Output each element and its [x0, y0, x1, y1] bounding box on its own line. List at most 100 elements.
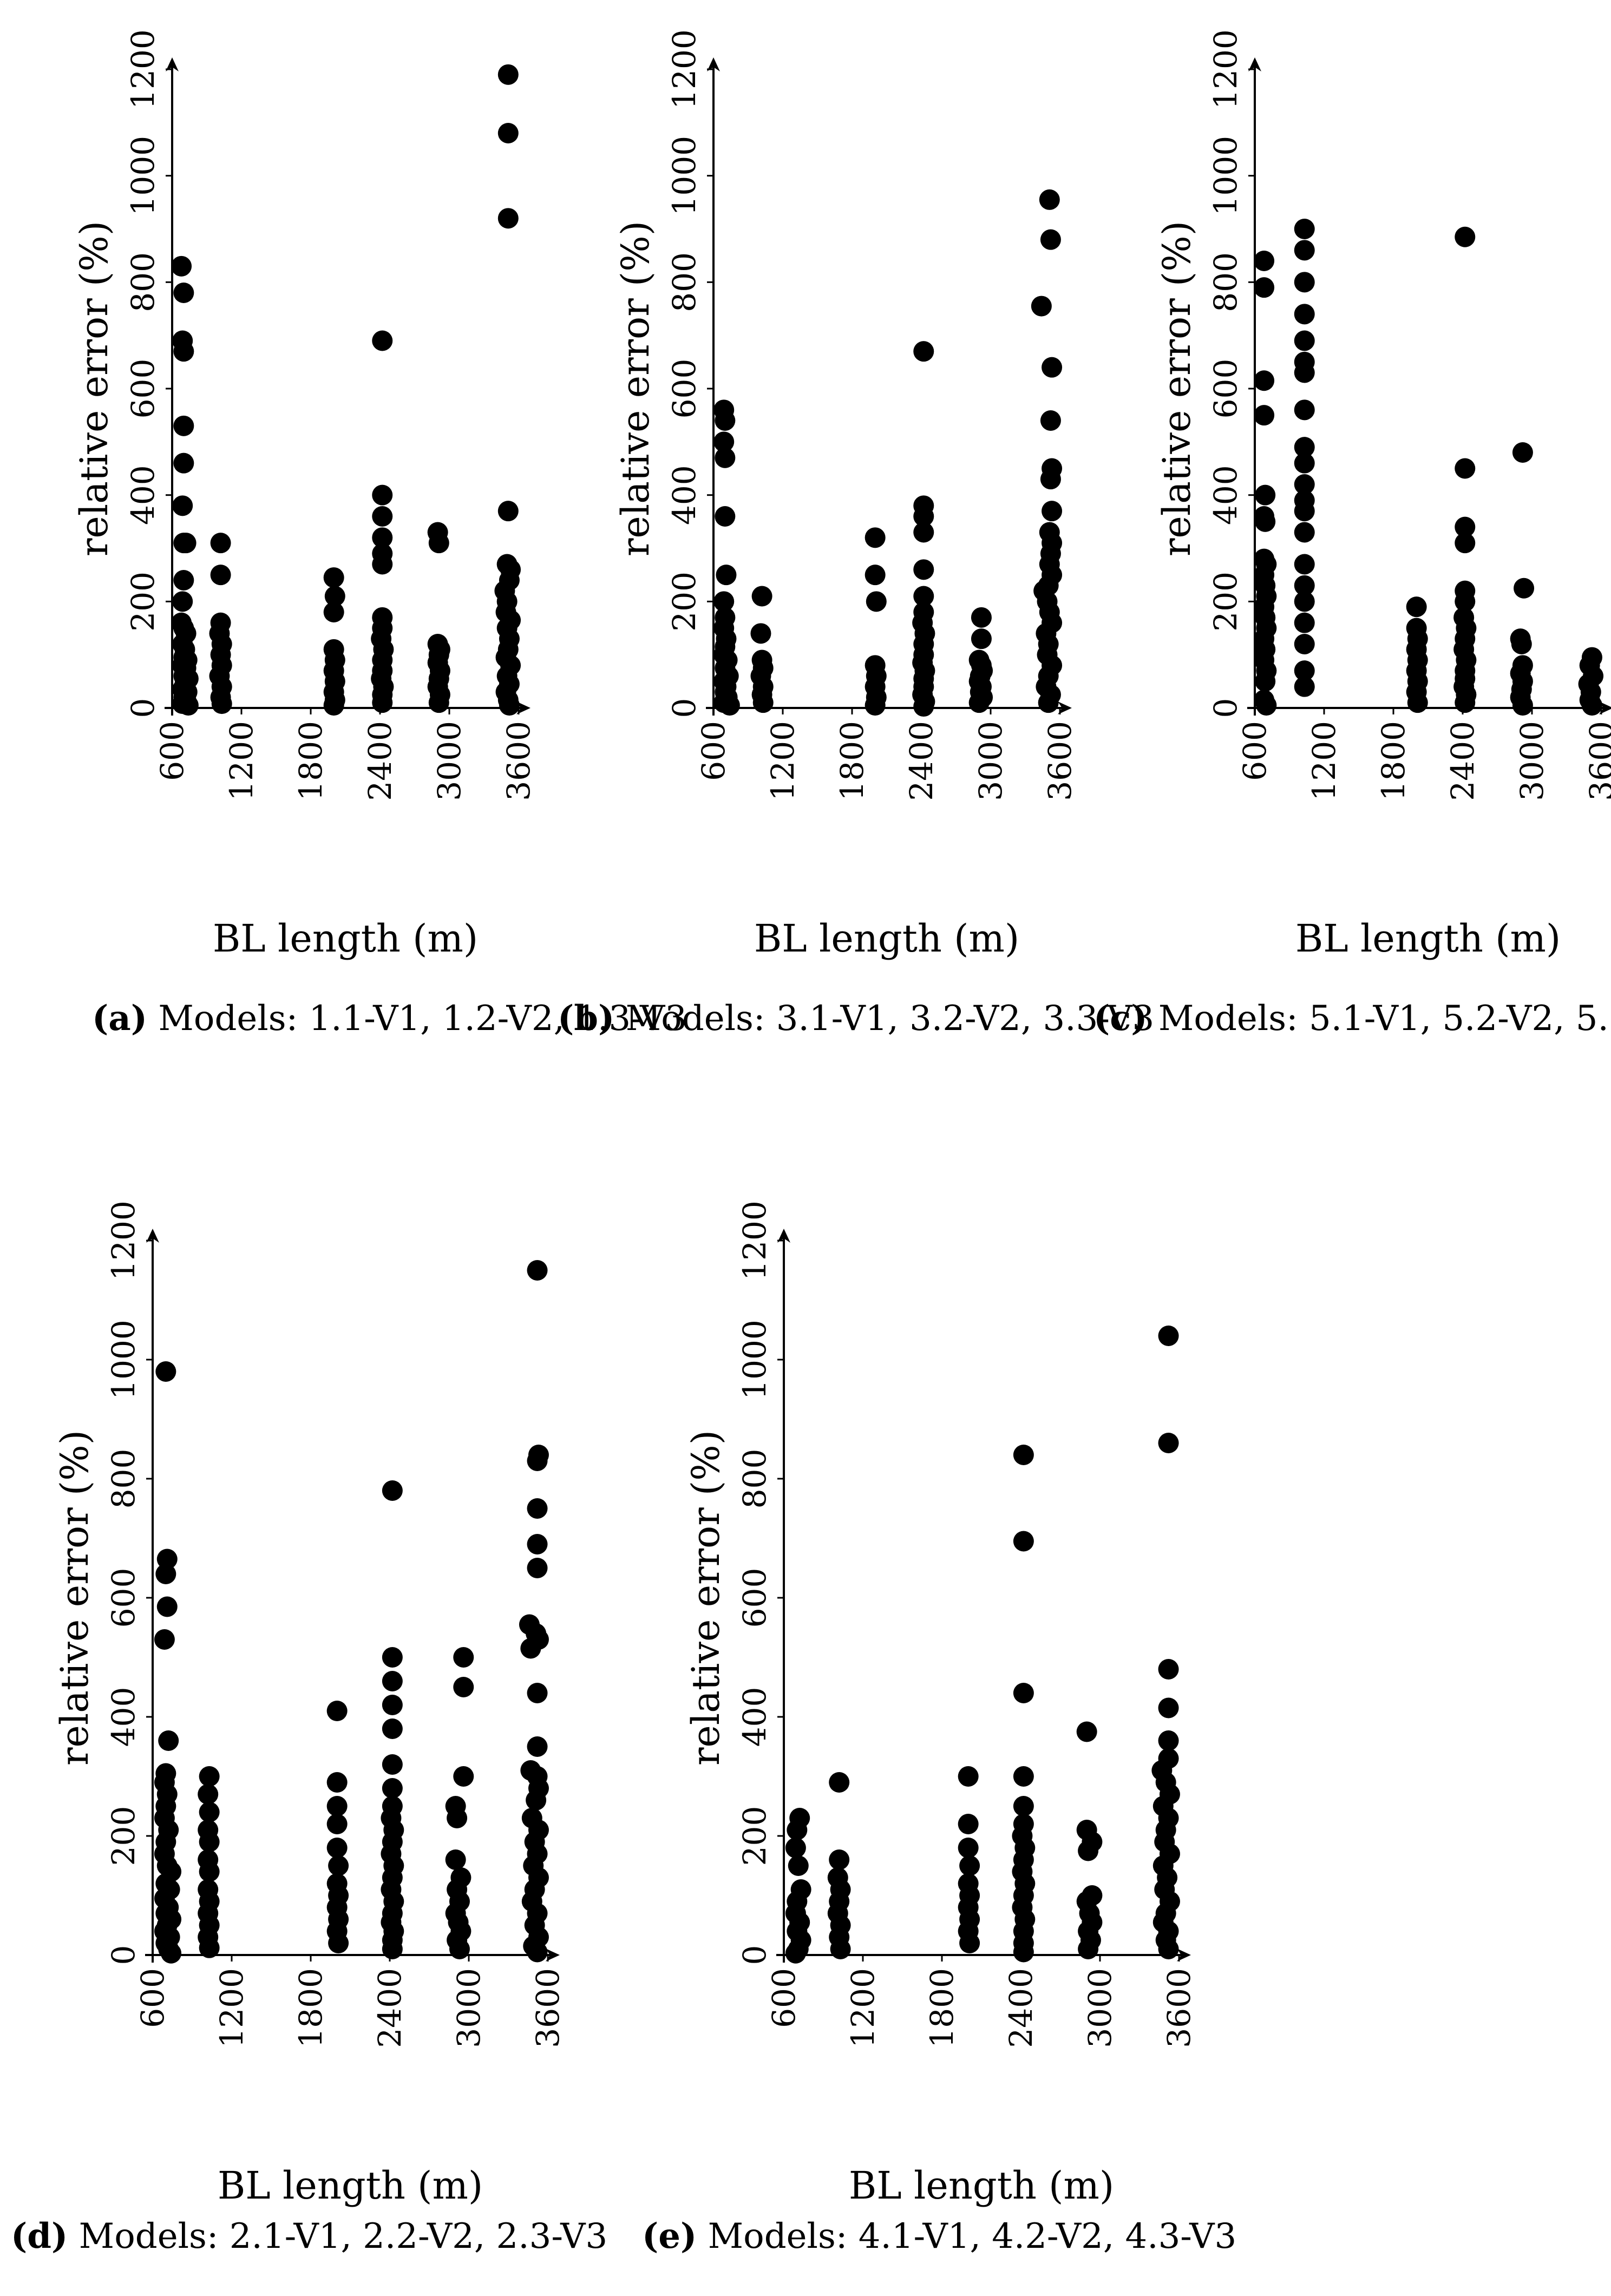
- data-point: [372, 554, 393, 575]
- data-point: [913, 522, 934, 543]
- data-point: [210, 533, 231, 554]
- y-axis-title: relative error (%): [684, 1430, 728, 1766]
- data-point: [829, 1849, 850, 1870]
- data-point: [382, 1671, 403, 1691]
- y-tick-label: 800: [666, 252, 703, 312]
- y-axis-title: relative error (%): [613, 221, 658, 556]
- data-point: [1294, 474, 1315, 495]
- data-point: [716, 565, 737, 586]
- y-axis-title: relative error (%): [1155, 221, 1199, 556]
- data-point: [1254, 251, 1275, 271]
- data-point: [1013, 1445, 1034, 1465]
- data-point: [156, 1549, 178, 1570]
- x-tick-label: 1800: [292, 1968, 329, 2048]
- data-point: [1512, 695, 1533, 716]
- x-axis-title: BL length (m): [754, 916, 1019, 961]
- x-tick-label: 2400: [371, 1968, 408, 2048]
- data-point: [1254, 370, 1275, 391]
- data-point: [199, 1832, 220, 1852]
- data-point: [453, 1677, 474, 1697]
- data-point: [445, 1849, 466, 1870]
- x-tick-label: 600: [1236, 721, 1273, 781]
- data-point: [1013, 1796, 1034, 1816]
- data-point: [372, 484, 393, 506]
- x-axis-arrow-icon: [516, 701, 531, 714]
- y-tick-label: 600: [125, 359, 161, 419]
- data-point: [1294, 612, 1315, 633]
- data-point: [1294, 522, 1315, 543]
- caption-text: Models: 2.1-V1, 2.2-V2, 2.3-V3: [78, 2216, 608, 2256]
- data-point: [1294, 272, 1315, 293]
- data-point: [1294, 591, 1315, 612]
- caption-c: (c) Models: 5.1-V1, 5.2-V2, 5.3-V3: [1093, 996, 1611, 1041]
- x-axis-title: BL length (m): [849, 2163, 1114, 2208]
- x-tick-label: 1200: [223, 721, 260, 801]
- data-point: [199, 1802, 220, 1822]
- data-point: [1042, 357, 1063, 378]
- caption-e: (e) Models: 4.1-V1, 4.2-V2, 4.3-V3: [642, 2214, 1236, 2259]
- y-tick-label: 0: [1207, 698, 1244, 718]
- data-point: [528, 1629, 549, 1650]
- data-point: [1294, 330, 1315, 351]
- y-axis-title: relative error (%): [72, 221, 116, 556]
- data-point: [527, 1683, 548, 1703]
- data-point: [1581, 695, 1602, 716]
- data-point: [1512, 442, 1533, 463]
- data-point: [968, 692, 990, 713]
- data-point: [913, 506, 934, 527]
- data-point: [1042, 501, 1063, 522]
- y-tick-label: 400: [1207, 465, 1244, 525]
- data-point: [527, 1941, 548, 1963]
- caption-tag: (a): [92, 998, 148, 1039]
- caption-text: Models: 3.1-V1, 3.2-V2, 3.3-V3: [625, 999, 1155, 1039]
- data-point: [372, 692, 393, 713]
- data-point: [173, 415, 194, 436]
- data-point: [1158, 1697, 1179, 1718]
- y-tick-label: 1000: [736, 1320, 773, 1400]
- data-point: [750, 623, 771, 644]
- y-axis-arrow-icon: [707, 57, 720, 71]
- data-point: [155, 1361, 176, 1382]
- x-tick-label: 1200: [764, 721, 801, 801]
- data-point: [173, 570, 194, 591]
- data-point: [527, 1498, 548, 1519]
- data-point: [715, 410, 736, 431]
- y-tick-label: 1200: [125, 29, 161, 109]
- y-axis-arrow-icon: [1248, 57, 1261, 71]
- data-point: [1294, 240, 1315, 261]
- chart-panel-e: 0 200 400 600 800 1000 1200 600 1200 1800 2400 3000…: [631, 1191, 1259, 2256]
- data-point: [175, 533, 197, 554]
- caption-tag: (d): [11, 2216, 68, 2256]
- y-tick-label: 1000: [666, 136, 703, 216]
- data-point: [1511, 634, 1532, 654]
- x-tick-label: 3000: [1514, 721, 1550, 801]
- data-point: [211, 693, 232, 714]
- data-point: [1294, 575, 1315, 596]
- data-point: [1455, 692, 1476, 713]
- data-point: [1406, 596, 1427, 618]
- data-point: [382, 1754, 403, 1775]
- scatter-plot-c: 0 200 400 600 800 1000 1200 600 1200 1800 2400 3000…: [1155, 29, 1611, 961]
- data-point: [1078, 1939, 1099, 1959]
- data-point: [1040, 410, 1061, 431]
- data-point: [1294, 399, 1315, 421]
- data-point: [497, 501, 519, 522]
- data-point: [913, 696, 934, 717]
- y-tick-label: 800: [736, 1449, 773, 1509]
- data-point: [1255, 484, 1276, 506]
- data-point: [155, 1564, 176, 1584]
- chart-panel-c: 0 200 400 600 800 1000 1200 600 1200 1800 2400 3000…: [1083, 0, 1611, 1039]
- data-point: [158, 1730, 179, 1751]
- x-tick-label: 1800: [292, 721, 329, 801]
- caption-tag: (e): [642, 2216, 697, 2256]
- data-series: [713, 189, 1063, 717]
- data-point: [1040, 229, 1061, 250]
- scatter-plot-b: 0 200 400 600 800 1000 1200 600 1200 1800 2400 3000…: [613, 29, 1078, 961]
- x-tick-label: 600: [765, 1968, 802, 2028]
- data-point: [1455, 226, 1476, 247]
- data-point: [1294, 362, 1315, 383]
- data-point: [752, 692, 774, 713]
- y-tick-label: 1000: [125, 136, 161, 216]
- x-axis-arrow-icon: [1058, 701, 1072, 714]
- x-axis-title: BL length (m): [1295, 916, 1561, 961]
